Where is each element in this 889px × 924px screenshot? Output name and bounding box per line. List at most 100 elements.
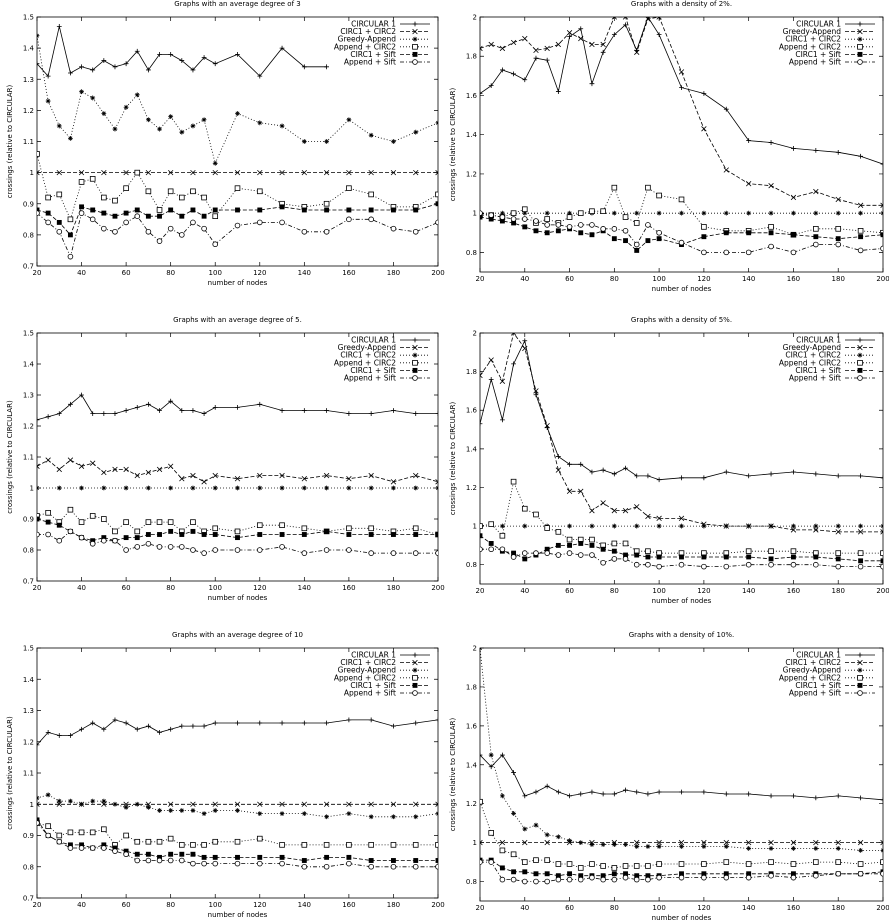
data-point xyxy=(212,160,218,166)
data-point xyxy=(212,801,218,807)
data-point xyxy=(212,405,218,410)
data-point xyxy=(112,537,118,544)
x-tick-label: 100 xyxy=(652,904,665,912)
data-point xyxy=(412,228,419,235)
data-point xyxy=(488,859,494,865)
legend-marker xyxy=(412,344,418,351)
data-point xyxy=(480,752,483,758)
data-point xyxy=(880,859,883,865)
data-point xyxy=(257,811,263,817)
data-point xyxy=(190,808,196,813)
data-point xyxy=(67,232,73,238)
data-point xyxy=(723,791,729,797)
data-point xyxy=(56,798,62,804)
data-point xyxy=(101,225,107,232)
data-point xyxy=(301,525,308,532)
legend-marker xyxy=(857,682,863,688)
legend-marker xyxy=(412,51,418,57)
data-point xyxy=(37,516,40,522)
data-point xyxy=(701,839,707,846)
data-point xyxy=(858,234,864,240)
data-point xyxy=(880,870,883,877)
data-point xyxy=(611,871,617,877)
data-point xyxy=(123,804,129,810)
data-point xyxy=(480,839,483,846)
data-point xyxy=(488,752,494,758)
data-point xyxy=(488,546,494,553)
data-point xyxy=(279,522,285,528)
y-tick-label: 2 xyxy=(473,14,477,22)
data-point xyxy=(134,405,140,410)
legend-marker xyxy=(412,44,418,50)
data-point xyxy=(368,191,374,198)
data-point xyxy=(499,378,506,384)
x-tick-label: 180 xyxy=(387,901,400,909)
series-line xyxy=(37,35,438,165)
data-point xyxy=(656,236,662,242)
data-point xyxy=(880,523,883,529)
data-point xyxy=(179,723,185,729)
data-point xyxy=(589,552,595,558)
data-point xyxy=(179,476,185,482)
data-point xyxy=(123,547,129,553)
data-point xyxy=(555,222,562,228)
data-point xyxy=(544,216,550,222)
data-point xyxy=(522,826,528,832)
series-greedy-append xyxy=(37,792,438,820)
legend-label: Greedy-Append xyxy=(783,666,842,675)
data-point xyxy=(134,169,141,176)
data-point xyxy=(37,820,40,826)
data-point xyxy=(168,851,174,857)
data-point xyxy=(368,863,374,870)
data-point xyxy=(633,241,640,248)
data-point xyxy=(723,523,729,529)
data-point xyxy=(544,878,550,885)
data-point xyxy=(123,535,129,541)
data-point xyxy=(56,23,62,29)
data-point xyxy=(156,838,163,845)
data-point xyxy=(880,563,883,570)
data-point xyxy=(611,556,618,562)
data-point xyxy=(323,228,330,235)
x-axis-label: number of nodes xyxy=(652,597,712,605)
data-point xyxy=(323,863,330,870)
data-point xyxy=(533,871,539,877)
data-point xyxy=(201,225,207,232)
legend-label: Append + CIRC2 xyxy=(334,42,396,51)
data-point xyxy=(745,181,752,187)
data-point xyxy=(435,811,438,817)
data-point xyxy=(790,561,797,568)
data-point xyxy=(813,795,819,801)
data-point xyxy=(533,388,539,394)
data-point xyxy=(656,477,662,483)
data-point xyxy=(45,457,51,463)
data-point xyxy=(835,226,842,232)
data-point xyxy=(56,169,62,176)
data-point xyxy=(723,167,729,173)
data-point xyxy=(589,542,595,548)
data-point xyxy=(589,81,595,87)
x-tick-label: 100 xyxy=(209,901,222,909)
legend-label: Greedy-Append xyxy=(338,666,397,675)
data-point xyxy=(212,525,219,532)
data-point xyxy=(168,207,174,213)
data-point xyxy=(488,764,494,770)
x-tick-label: 160 xyxy=(787,275,800,283)
data-point xyxy=(179,544,185,550)
data-point xyxy=(745,548,752,554)
x-tick-label: 20 xyxy=(33,584,42,592)
data-point xyxy=(79,392,84,398)
data-point xyxy=(256,860,263,867)
series-append-sift xyxy=(480,859,883,885)
data-point xyxy=(235,535,240,541)
data-point xyxy=(156,466,163,473)
chart-panel-5: Graphs with an average degree of 10 20 40 6… xyxy=(6,631,445,919)
legend-label: Append + Sift xyxy=(789,689,841,698)
data-point xyxy=(656,515,662,522)
data-point xyxy=(179,58,185,63)
data-point xyxy=(611,32,617,38)
series-circular-1 xyxy=(480,752,883,803)
data-point xyxy=(622,556,629,562)
data-point xyxy=(880,475,883,481)
data-point xyxy=(510,478,517,485)
